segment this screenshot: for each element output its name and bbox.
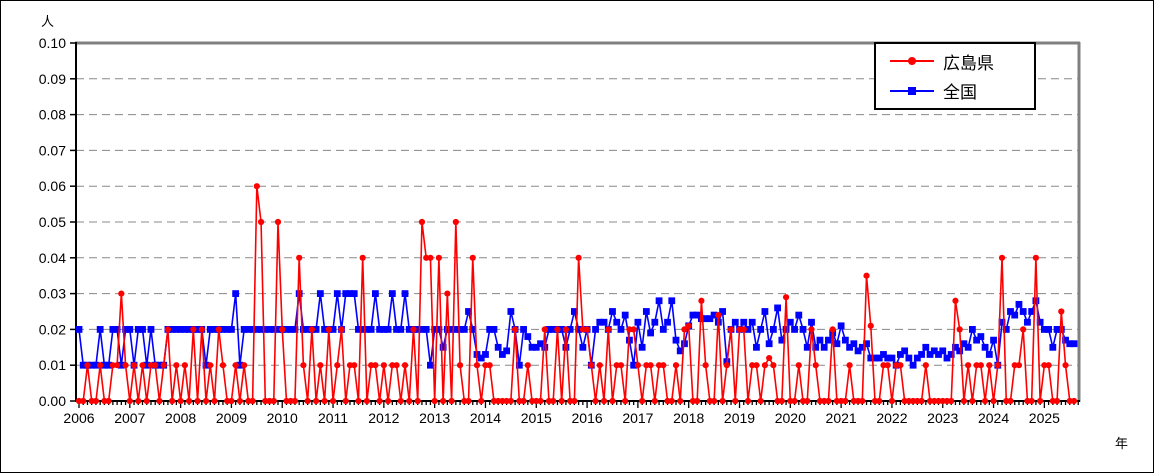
legend-label-national: 全国	[943, 83, 977, 103]
svg-text:2022: 2022	[876, 410, 907, 426]
svg-text:0.08: 0.08	[39, 107, 66, 123]
y-axis-ticks: 0.00 0.01 0.02 0.03 0.04 0.05 0.06 0.07 0.08 0.09…	[39, 35, 76, 409]
x-axis-unit-label: 年	[1115, 436, 1129, 451]
svg-text:2013: 2013	[419, 410, 450, 426]
svg-text:2009: 2009	[216, 410, 247, 426]
y-axis-unit-label: 人	[41, 14, 55, 29]
hiroshima-series	[75, 183, 1078, 405]
blue-line-square-marker-icon	[890, 86, 934, 95]
svg-text:2025: 2025	[1029, 410, 1060, 426]
legend-item-hiroshima: 広島県	[888, 49, 1034, 74]
svg-text:2012: 2012	[368, 410, 399, 426]
svg-text:2014: 2014	[470, 410, 501, 426]
legend: 広島県 全国	[874, 42, 1036, 110]
svg-text:2011: 2011	[318, 410, 348, 426]
svg-text:2021: 2021	[826, 410, 857, 426]
svg-text:2017: 2017	[622, 410, 653, 426]
svg-text:2024: 2024	[978, 410, 1009, 426]
svg-text:2016: 2016	[572, 410, 603, 426]
svg-text:2020: 2020	[775, 410, 806, 426]
svg-text:0.05: 0.05	[39, 214, 66, 230]
red-line-circle-marker-icon	[890, 57, 934, 66]
svg-text:2010: 2010	[267, 410, 298, 426]
svg-text:0.03: 0.03	[39, 286, 66, 302]
svg-text:0.10: 0.10	[39, 35, 66, 51]
svg-text:0.06: 0.06	[39, 178, 66, 194]
svg-text:2019: 2019	[724, 410, 755, 426]
legend-item-national: 全国	[888, 78, 1034, 103]
x-axis-ticks: 2006 2007 2008 2009 2010 2011 2012 2013 2014 2015…	[63, 401, 1079, 426]
svg-text:2007: 2007	[114, 410, 145, 426]
svg-text:0.04: 0.04	[39, 250, 66, 266]
svg-text:2006: 2006	[63, 410, 94, 426]
svg-text:0.02: 0.02	[39, 321, 66, 337]
svg-text:2018: 2018	[673, 410, 704, 426]
svg-text:0.07: 0.07	[39, 142, 66, 158]
svg-text:2023: 2023	[927, 410, 958, 426]
svg-text:0.09: 0.09	[39, 71, 66, 87]
svg-text:0.00: 0.00	[39, 393, 66, 409]
legend-label-hiroshima: 広島県	[943, 53, 994, 73]
svg-text:2015: 2015	[521, 410, 552, 426]
svg-text:2008: 2008	[165, 410, 196, 426]
svg-text:0.01: 0.01	[39, 357, 66, 373]
